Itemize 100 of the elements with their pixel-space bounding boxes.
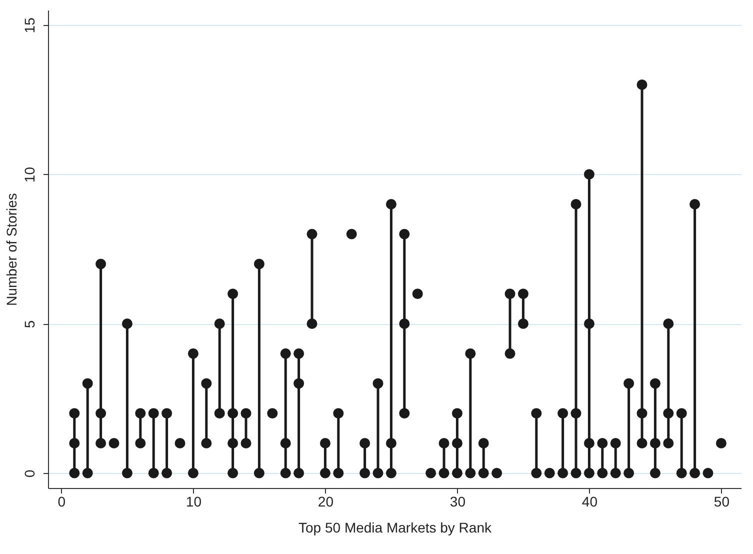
point bbox=[624, 468, 634, 478]
point bbox=[597, 468, 608, 478]
point bbox=[386, 198, 396, 210]
point bbox=[294, 468, 304, 478]
point bbox=[504, 288, 516, 300]
point bbox=[544, 468, 555, 478]
point bbox=[478, 438, 489, 448]
point bbox=[214, 408, 225, 419]
point bbox=[240, 438, 252, 448]
point bbox=[201, 378, 212, 389]
point bbox=[584, 169, 594, 180]
point bbox=[399, 318, 410, 329]
point bbox=[702, 468, 714, 478]
point bbox=[386, 438, 396, 448]
point bbox=[228, 438, 238, 448]
point bbox=[465, 468, 476, 478]
point bbox=[96, 438, 106, 448]
point bbox=[584, 468, 594, 478]
point bbox=[294, 348, 304, 359]
x-tick-label: 10 bbox=[186, 494, 202, 510]
point bbox=[558, 468, 568, 478]
point bbox=[676, 468, 687, 478]
point bbox=[558, 408, 568, 419]
point bbox=[570, 408, 582, 419]
point bbox=[570, 468, 582, 478]
point bbox=[306, 228, 318, 240]
point bbox=[610, 438, 621, 448]
point bbox=[162, 408, 172, 419]
y-tick-label: 0 bbox=[22, 469, 38, 478]
point bbox=[518, 318, 528, 329]
point bbox=[690, 198, 700, 210]
point bbox=[214, 318, 225, 329]
point bbox=[452, 438, 462, 448]
point bbox=[465, 348, 476, 359]
point bbox=[254, 468, 264, 478]
point bbox=[228, 408, 238, 419]
point bbox=[438, 438, 450, 448]
point bbox=[162, 468, 172, 478]
point bbox=[320, 468, 330, 478]
point bbox=[82, 378, 93, 389]
point bbox=[438, 468, 450, 478]
point bbox=[597, 438, 608, 448]
point bbox=[492, 468, 502, 478]
point bbox=[504, 348, 516, 359]
x-tick-label: 0 bbox=[58, 494, 66, 510]
x-axis-title: Top 50 Media Markets by Rank bbox=[298, 520, 492, 536]
point bbox=[624, 378, 634, 389]
point bbox=[360, 468, 370, 478]
point bbox=[267, 408, 278, 419]
point bbox=[650, 468, 660, 478]
point bbox=[148, 408, 159, 419]
y-tick-label: 5 bbox=[22, 320, 38, 328]
point bbox=[108, 438, 120, 448]
point bbox=[82, 468, 93, 478]
point bbox=[690, 468, 700, 478]
point bbox=[69, 468, 80, 478]
point bbox=[570, 198, 582, 210]
point bbox=[360, 438, 370, 448]
point bbox=[228, 468, 238, 478]
point bbox=[188, 468, 198, 478]
point bbox=[240, 408, 252, 419]
point bbox=[386, 468, 396, 478]
point bbox=[294, 378, 304, 389]
point bbox=[663, 318, 674, 329]
point bbox=[135, 438, 146, 448]
point bbox=[122, 318, 132, 329]
x-tick-label: 30 bbox=[450, 494, 466, 510]
x-tick-label: 20 bbox=[318, 494, 334, 510]
point bbox=[333, 408, 344, 419]
point bbox=[636, 79, 648, 90]
point bbox=[663, 438, 674, 448]
point bbox=[228, 288, 238, 300]
y-tick-label: 15 bbox=[22, 17, 38, 34]
point bbox=[188, 348, 198, 359]
point bbox=[426, 468, 436, 478]
point bbox=[610, 468, 621, 478]
point bbox=[69, 408, 80, 419]
point bbox=[676, 408, 687, 419]
point bbox=[135, 408, 146, 419]
point bbox=[280, 348, 291, 359]
x-tick-label: 50 bbox=[714, 494, 730, 510]
point bbox=[531, 468, 542, 478]
point bbox=[372, 378, 384, 389]
point bbox=[716, 438, 726, 448]
point bbox=[584, 318, 594, 329]
point bbox=[650, 378, 660, 389]
point bbox=[518, 288, 528, 300]
point bbox=[531, 408, 542, 419]
point bbox=[122, 468, 132, 478]
point bbox=[452, 408, 462, 419]
point bbox=[320, 438, 330, 448]
point bbox=[306, 318, 318, 329]
y-tick-label: 10 bbox=[22, 166, 38, 183]
point bbox=[333, 468, 344, 478]
point bbox=[280, 468, 291, 478]
point bbox=[636, 438, 648, 448]
point bbox=[148, 468, 159, 478]
point bbox=[96, 258, 106, 270]
point bbox=[478, 468, 489, 478]
point bbox=[96, 408, 106, 419]
